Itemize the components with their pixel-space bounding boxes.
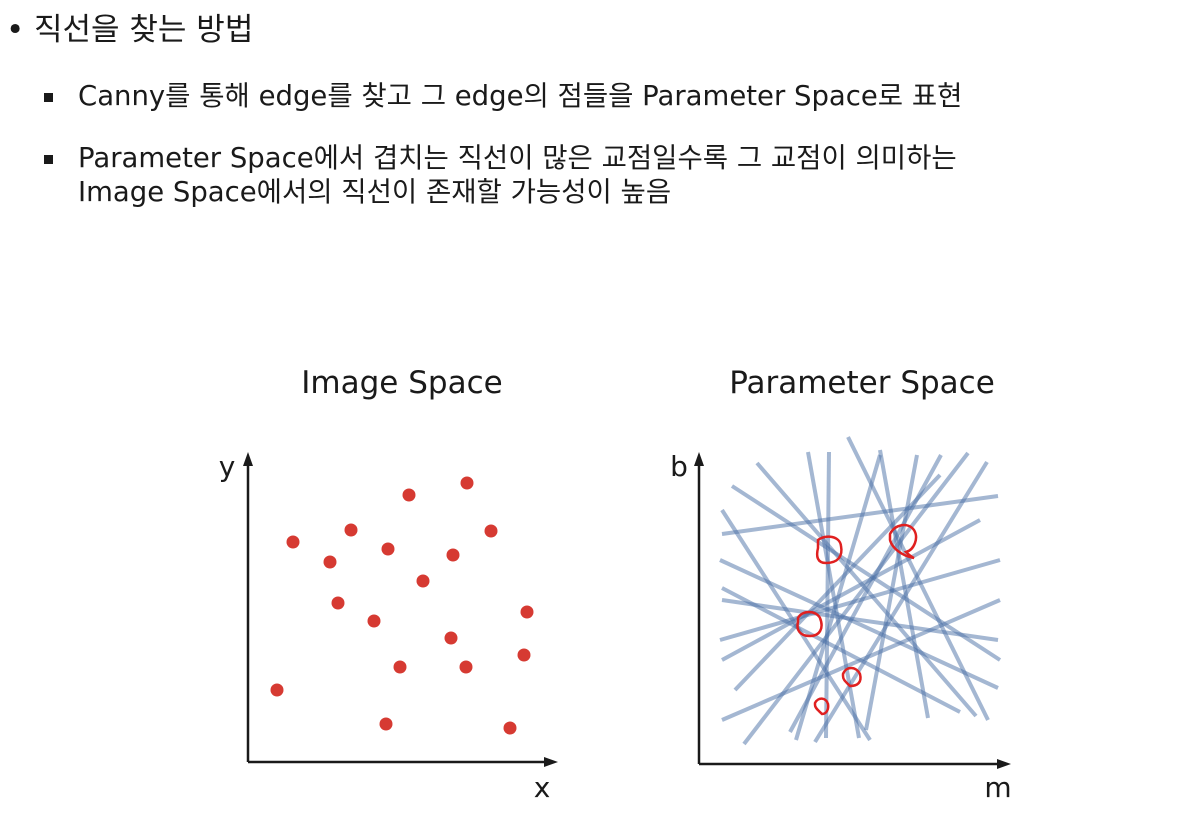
bullet-item-1: Canny를 통해 edge를 찾고 그 edge의 점들을 Parameter… [78, 79, 962, 113]
parameter-line [733, 473, 942, 692]
intersection-highlight [841, 666, 862, 688]
heading-text: 직선을 찾는 방법 [34, 12, 254, 48]
square-bullet-icon [44, 93, 53, 102]
parameter-space-m-arrow-icon [997, 759, 1011, 769]
bullet-item-1-line-1: Canny를 통해 edge를 찾고 그 edge의 점들을 Parameter… [78, 80, 963, 112]
edge-point [460, 476, 474, 490]
edge-point [484, 524, 498, 538]
edge-point [379, 717, 393, 731]
edge-point [444, 631, 458, 645]
edge-point [416, 574, 430, 588]
section-heading: • 직선을 찾는 방법 [6, 10, 253, 50]
bullet-item-2-line-1: Parameter Space에서 겹치는 직선이 많은 교점일수록 그 교점이… [78, 142, 957, 174]
image-space-panel: Image Space y x [219, 365, 558, 804]
edge-point [323, 555, 337, 569]
parameter-line [878, 449, 930, 719]
parameter-line [719, 558, 1001, 642]
edge-point [446, 548, 460, 562]
edge-point [402, 488, 416, 502]
parameter-line [721, 494, 999, 536]
edge-point [344, 523, 358, 537]
image-space-x-label: x [534, 771, 551, 804]
intersection-highlight [813, 697, 830, 716]
parameter-line [721, 518, 981, 662]
parameter-line [794, 454, 882, 741]
bullet-item-2: Parameter Space에서 겹치는 직선이 많은 교점일수록 그 교점이… [78, 141, 957, 209]
image-space-x-arrow-icon [544, 757, 558, 767]
square-bullet-icon [44, 155, 53, 164]
edge-point [381, 542, 395, 556]
intersection-highlight [796, 610, 823, 638]
edge-point [459, 660, 473, 674]
parameter-line [730, 484, 1002, 662]
edge-points [270, 476, 534, 735]
image-space-y-arrow-icon [243, 452, 253, 466]
heading-bullet: • [6, 12, 25, 48]
parameter-space-m-label: m [984, 771, 1011, 804]
parameter-line [721, 598, 999, 642]
parameter-lines [719, 436, 1002, 746]
edge-point [503, 721, 517, 735]
parameter-space-title: Parameter Space [729, 365, 995, 401]
image-space-title: Image Space [301, 365, 502, 401]
edge-point [393, 660, 407, 674]
parameter-line [720, 508, 872, 742]
parameter-line [813, 460, 989, 744]
intersection-highlight [888, 523, 918, 560]
edge-point [367, 614, 381, 628]
parameter-line [721, 586, 961, 714]
parameter-space-b-arrow-icon [694, 452, 704, 466]
edge-point [270, 683, 284, 697]
bullet-item-2-line-2: Image Space에서의 직선이 존재할 가능성이 높음 [78, 176, 672, 208]
edge-point [331, 596, 345, 610]
parameter-space-panel: Parameter Space [670, 365, 1012, 804]
edge-point [286, 535, 300, 549]
intersection-highlights [796, 523, 918, 716]
image-space-y-label: y [219, 450, 236, 483]
parameter-space-b-label: b [670, 450, 688, 483]
intersection-highlight [815, 535, 843, 565]
edge-point [517, 648, 531, 662]
parameter-line [806, 451, 861, 739]
edge-point [520, 605, 534, 619]
